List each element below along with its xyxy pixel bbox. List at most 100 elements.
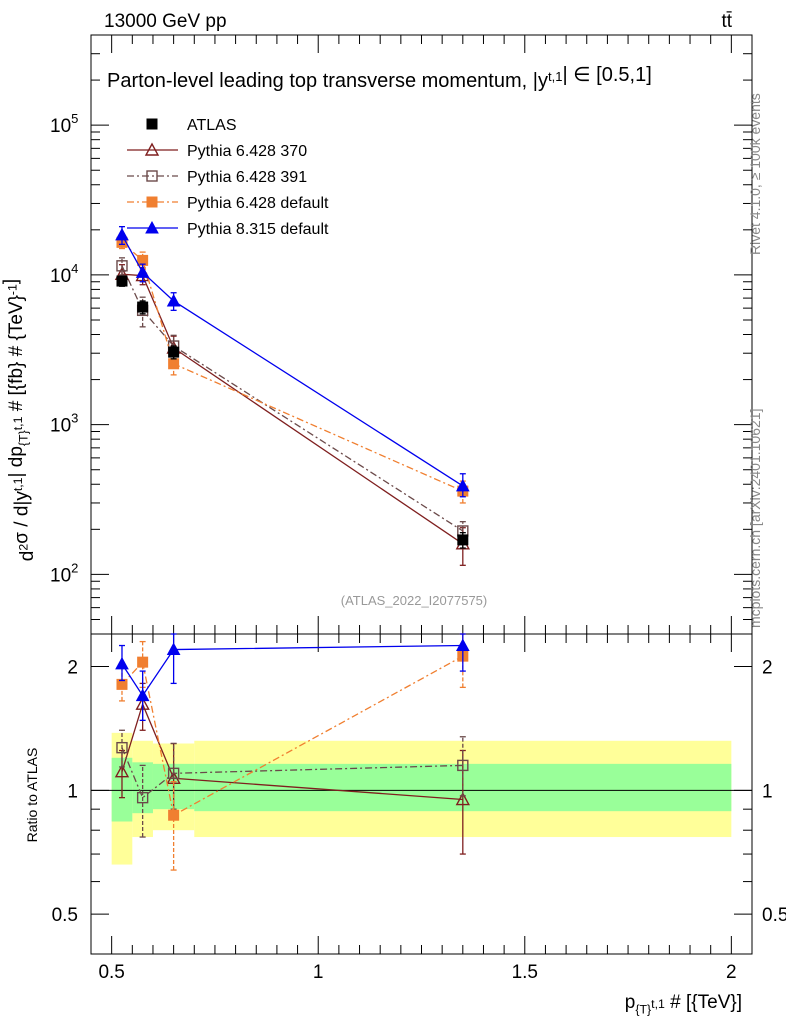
ratio-y-tick-label-right: 0.5	[762, 905, 786, 926]
main-y-tick-label: 102	[50, 560, 78, 586]
data-point-pythia-8-315-default	[166, 642, 181, 656]
series-line-pythia-8-315-default	[121, 234, 464, 487]
ratio-series-layer	[114, 633, 470, 871]
main-axis-ticks	[91, 34, 752, 635]
analysis-watermark: (ATLAS_2022_I2077575)	[341, 593, 487, 608]
legend-label-pythia-6-428-370: Pythia 6.428 370	[187, 143, 307, 160]
label-part: Parton-level leading top transverse mome…	[107, 70, 548, 92]
data-point-atlas	[116, 275, 128, 287]
label-part: σ / d|y	[11, 491, 32, 544]
x-axis-label: p{T}t,1 # [{TeV}]	[625, 992, 742, 1017]
x-tick-labels: 0.5 1 1.5 2	[98, 962, 736, 983]
ratio-y-axis-label: Ratio to ATLAS	[24, 748, 40, 843]
data-point-pythia-6-428-default	[168, 358, 180, 370]
label-part: t,1	[651, 997, 665, 1011]
x-tick-label: 1	[313, 962, 324, 983]
label-part: t,1	[11, 416, 25, 430]
x-tick-label: 1.5	[512, 962, 538, 983]
label-part: t,1	[548, 69, 562, 84]
mcplots-label: mcplots.cern.ch [arXiv:2401.10621]	[747, 409, 763, 628]
data-point-pythia-8-315-default	[115, 656, 129, 670]
rivet-version-label: Rivet 4.1.0, ≥ 100k events	[747, 93, 763, 255]
label-part: d	[17, 551, 38, 562]
x-tick-label: 2	[726, 962, 737, 983]
data-point-pythia-8-315-default	[455, 478, 470, 492]
label-part: | dp	[6, 446, 27, 477]
legend-label-pythia-6-428-default: Pythia 6.428 default	[187, 195, 329, 212]
main-y-tick-label: 103	[50, 411, 78, 437]
legend-label-pythia-6-428-391: Pythia 6.428 391	[187, 169, 307, 186]
main-y-axis-label: d2σ / d|yt,1| dp{T}t,1 # [{fb} # {TeV}-1…	[0, 279, 38, 561]
data-point-pythia-8-315-default	[135, 265, 150, 278]
legend-label-pythia-8-315-default: Pythia 8.315 default	[187, 221, 329, 238]
ratio-y-tick-label: 0.5	[52, 905, 78, 926]
series-line-pythia-6-428-default	[121, 655, 464, 817]
tick-exponent: 2	[71, 560, 78, 575]
legend: ATLAS Pythia 6.428 370 Pythia 6.428 391 Pyt…	[127, 117, 329, 238]
data-point-pythia-6-428-391	[116, 260, 128, 272]
tick-base: 10	[50, 266, 71, 287]
data-point-pythia-6-428-391	[136, 791, 149, 804]
tick-exponent: 5	[71, 111, 78, 126]
main-y-tick-label: 104	[50, 261, 78, 287]
x-tick-label: 0.5	[98, 962, 124, 983]
tick-base: 10	[50, 416, 71, 437]
legend-marker-pythia-8-315-default	[145, 220, 159, 234]
data-point-pythia-6-428-default	[137, 656, 149, 668]
data-point-atlas	[168, 346, 180, 358]
ratio-y-tick-label: 2	[67, 658, 78, 679]
series-pythia-6-428-391	[116, 257, 469, 543]
series-pythia-6-428-370	[114, 264, 470, 566]
plot-title: Parton-level leading top transverse mome…	[107, 64, 652, 92]
data-point-pythia-6-428-391	[457, 759, 469, 772]
legend-marker-pythia-6-428-370	[144, 142, 160, 156]
legend-label-atlas: ATLAS	[187, 117, 237, 134]
data-point-atlas	[457, 534, 469, 546]
tick-exponent: 4	[71, 261, 78, 276]
series-line-pythia-8-315-default	[121, 644, 463, 697]
label-part: {T}	[635, 1003, 651, 1017]
data-point-pythia-8-315-default	[455, 638, 470, 652]
ratio-axis-ticks	[91, 634, 752, 955]
tick-base: 10	[50, 565, 71, 586]
data-point-pythia-8-315-default	[135, 688, 150, 702]
legend-marker-atlas	[146, 118, 158, 130]
process-label: tt̄	[721, 11, 732, 32]
legend-marker-pythia-6-428-391	[146, 170, 158, 182]
series-pythia-6-428-391	[116, 729, 469, 838]
label-part: {T}	[16, 430, 30, 446]
data-point-pythia-6-428-391	[167, 767, 180, 780]
data-point-pythia-6-428-370	[114, 764, 130, 778]
series-line-pythia-6-428-default	[121, 241, 464, 492]
series-pythia-6-428-default	[116, 236, 469, 504]
energy-label: 13000 GeV pp	[104, 11, 227, 32]
label-part: p	[625, 992, 636, 1013]
data-point-pythia-6-428-391	[116, 741, 128, 754]
data-point-atlas	[137, 301, 149, 313]
label-part: # [{TeV}]	[665, 992, 742, 1013]
label-part: -1	[5, 284, 19, 295]
series-atlas	[116, 275, 469, 549]
main-series-layer	[114, 226, 470, 566]
ratio-y-tick-label: 1	[67, 781, 78, 802]
label-part: t,1	[11, 477, 25, 491]
ratio-y-tick-labels: 0.5 0.5 1 1 2 2	[52, 658, 786, 927]
data-point-pythia-8-315-default	[166, 293, 181, 307]
data-point-pythia-6-428-370	[455, 792, 470, 806]
label-part: # [{fb} # {TeV}	[6, 295, 27, 417]
ratio-y-tick-label-right: 1	[762, 781, 773, 802]
data-point-pythia-6-428-default	[168, 809, 180, 821]
ratio-y-tick-label-right: 2	[762, 658, 773, 679]
ratio-panel: 0.5 0.5 1 1 2 2 0.5 1 1.5 2	[52, 633, 786, 983]
legend-marker-pythia-6-428-default	[146, 196, 158, 208]
tick-exponent: 3	[71, 411, 78, 426]
label-part: 2	[16, 544, 30, 551]
label-part: | ∈ [0.5,1]	[562, 64, 651, 86]
tick-base: 10	[50, 116, 71, 137]
main-y-tick-label: 105	[50, 111, 78, 137]
series-line-pythia-6-428-370	[121, 273, 464, 545]
